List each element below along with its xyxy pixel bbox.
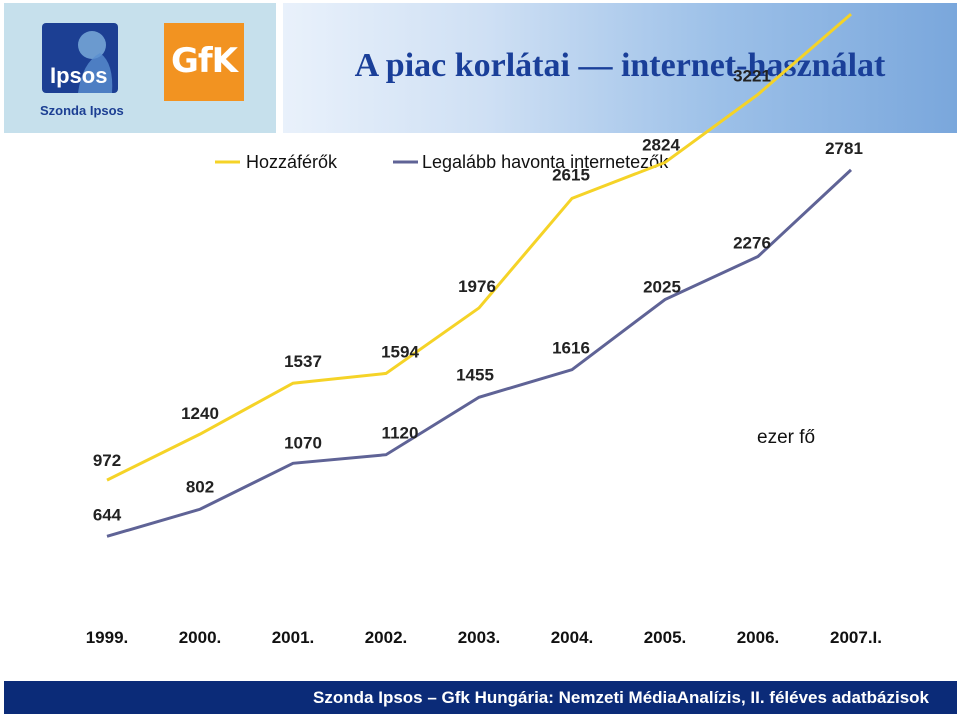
data-label-s1-3: 1594 [381,342,419,361]
unit-note: ezer fő [757,427,815,448]
data-label-s2-2: 1070 [284,433,322,452]
gfk-logo: GfK [164,23,244,101]
data-label-s2-4: 1455 [456,365,494,384]
data-label-s1-0: 972 [93,451,121,470]
x-tick-label-2: 2001. [272,628,315,647]
x-tick-label-6: 2005. [644,628,687,647]
x-tick-label-3: 2002. [365,628,408,647]
data-label-s2-8: 2781 [825,139,863,158]
data-label-s1-7: 3221 [733,66,771,85]
x-tick-label-7: 2006. [737,628,780,647]
ipsos-logo-subtext: Szonda Ipsos [40,103,124,118]
series-line-1 [106,13,852,482]
data-label-s1-8: 3689 [827,0,865,3]
data-label-s2-5: 1616 [552,339,590,358]
data-label-s1-2: 1537 [284,352,322,371]
x-tick-label-0: 1999. [86,628,129,647]
x-tick-label-4: 2003. [458,628,501,647]
x-tick-label-5: 2004. [551,628,594,647]
data-label-s2-0: 644 [93,505,122,524]
legend-label-series-2: Legalább havonta internetezők [422,152,669,172]
data-label-s2-3: 1120 [382,424,419,443]
footer-text: Szonda Ipsos – Gfk Hungária: Nemzeti Méd… [313,688,929,707]
data-label-s1-5: 2615 [552,165,590,184]
ipsos-logo-text: Ipsos [50,63,107,88]
data-label-s1-4: 1976 [458,277,496,296]
data-label-s2-1: 802 [186,477,214,496]
ipsos-logo: Ipsos Szonda Ipsos [40,23,124,118]
page-title: A piac korlátai — internet-használat [354,47,886,84]
data-label-s1-6: 2824 [642,135,680,154]
title-panel: A piac korlátai — internet-használat [283,3,957,133]
data-label-s2-6: 2025 [643,278,681,297]
data-label-s1-1: 1240 [181,404,219,423]
logo-panel: Ipsos Szonda Ipsos GfK [4,3,276,133]
x-tick-label-1: 2000. [179,628,222,647]
series-line-2 [106,168,853,538]
footer-source: Szonda Ipsos – Gfk Hungária: Nemzeti Méd… [4,681,957,714]
data-label-s2-7: 2276 [733,233,771,252]
legend-label-series-1: Hozzáférők [246,152,338,172]
x-tick-label-8: 2007.I. [830,628,882,647]
